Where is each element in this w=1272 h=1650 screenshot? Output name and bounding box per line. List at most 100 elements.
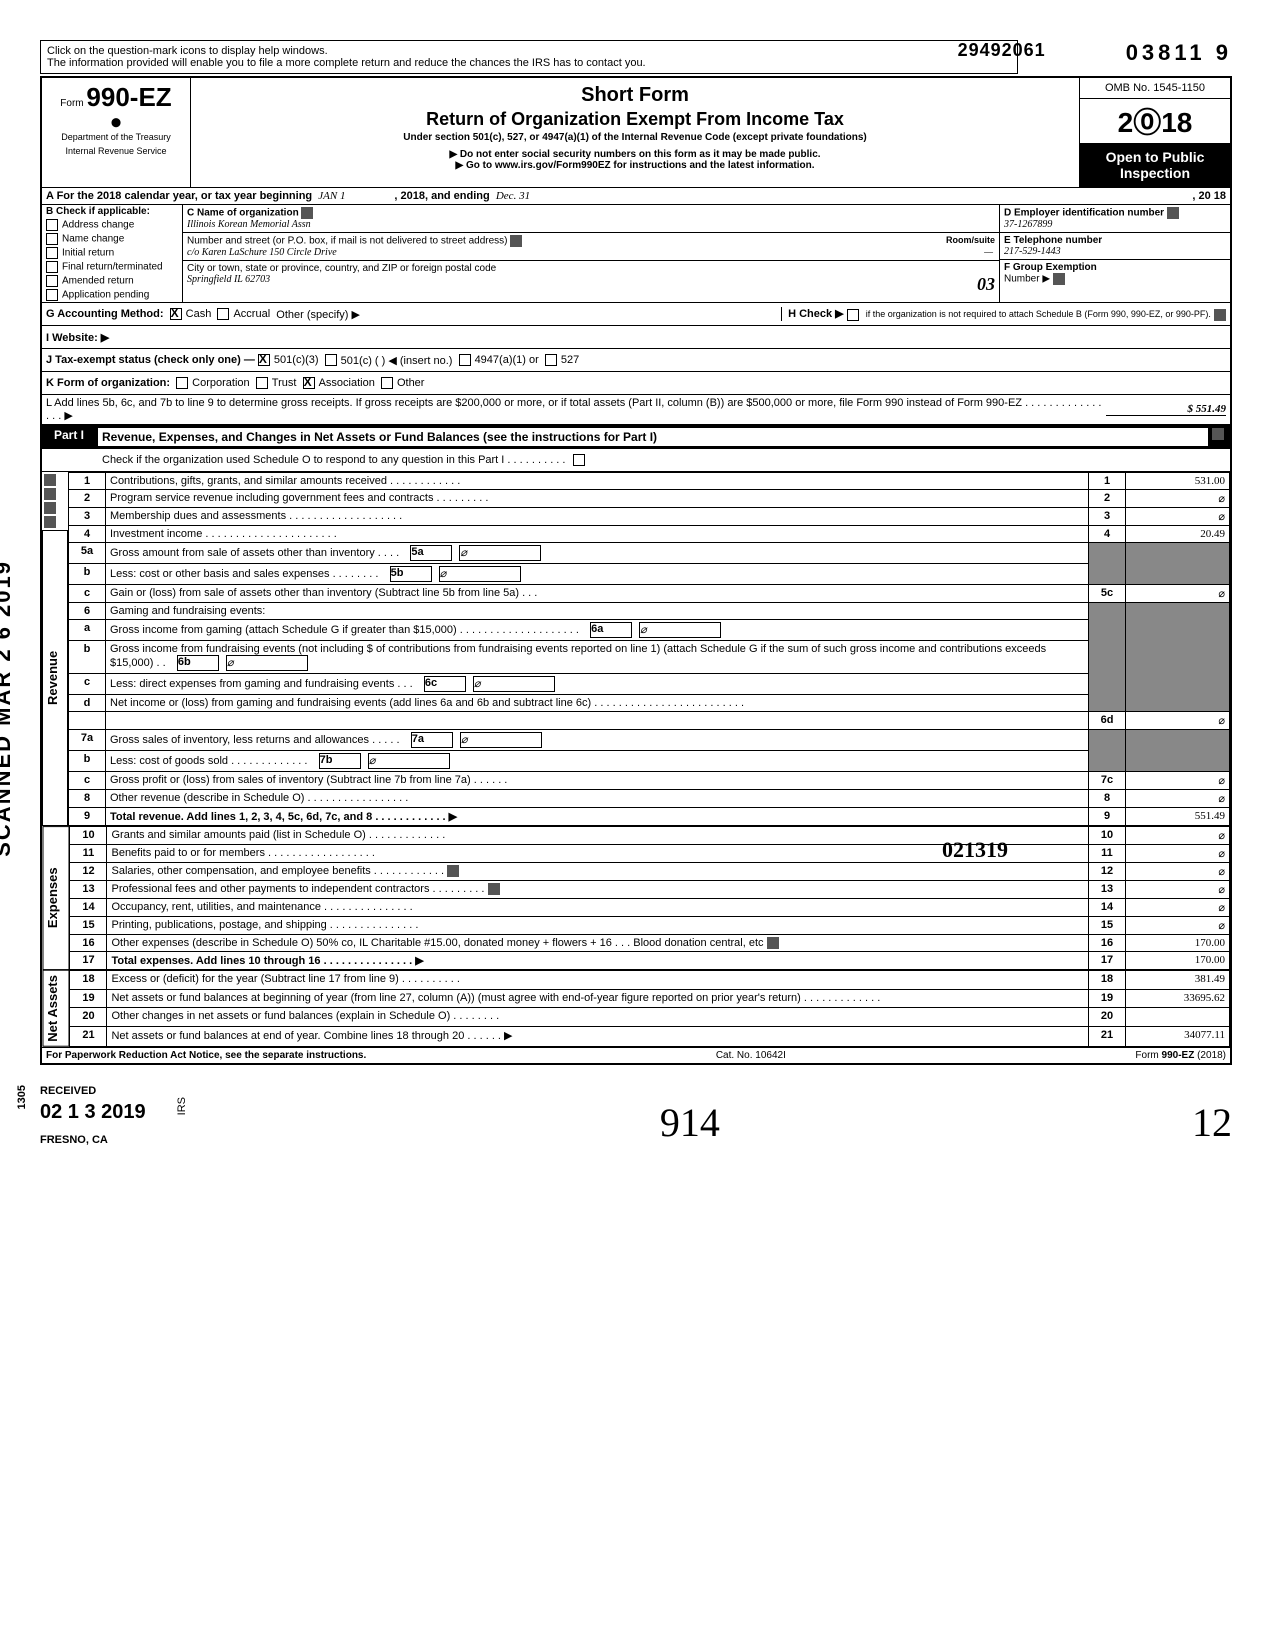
line-5a-boxamt: ⌀ <box>459 545 541 561</box>
footer-right: Form 990-EZ (2018) <box>1135 1050 1226 1061</box>
chk-527[interactable] <box>545 354 557 366</box>
return-title: Return of Organization Exempt From Incom… <box>199 109 1071 130</box>
line-5b-desc: Less: cost or other basis and sales expe… <box>110 568 378 580</box>
line-16-desc: Other expenses (describe in Schedule O) … <box>111 937 763 949</box>
chk-corporation[interactable] <box>176 377 188 389</box>
help-icon[interactable] <box>488 883 500 895</box>
line-7b-boxamt: ⌀ <box>368 753 450 769</box>
received-location: FRESNO, CA <box>40 1134 146 1146</box>
chk-name-change[interactable]: Name change <box>42 232 182 246</box>
k-trust: Trust <box>272 377 297 389</box>
c-city-label: City or town, state or province, country… <box>187 263 496 274</box>
e-phone-label: E Telephone number <box>1004 235 1102 246</box>
line-1-amt: 531.00 <box>1126 473 1230 490</box>
chk-schedule-b[interactable] <box>847 309 859 321</box>
help-icon[interactable] <box>1212 428 1224 440</box>
part-1-title: Revenue, Expenses, and Changes in Net As… <box>98 428 1208 446</box>
i-website-label: I Website: ▶ <box>46 331 109 344</box>
line-16-amt: 170.00 <box>1126 935 1230 952</box>
help-icon[interactable] <box>44 488 56 500</box>
form-id-block: Form 990-EZ ⬤ Department of the Treasury… <box>42 78 191 187</box>
help-icon[interactable] <box>301 207 313 219</box>
line-6a-box: 6a <box>590 622 632 638</box>
year-block: OMB No. 1545-1150 2⓪18 Open to Public In… <box>1079 78 1230 187</box>
line-3-amt: ⌀ <box>1126 508 1230 526</box>
line-19-amt: 33695.62 <box>1126 989 1230 1008</box>
omb-number: OMB No. 1545-1150 <box>1080 78 1230 99</box>
received-label: RECEIVED <box>40 1085 146 1097</box>
help-icon[interactable] <box>44 502 56 514</box>
line-18-desc: Excess or (deficit) for the year (Subtra… <box>107 971 1089 990</box>
j-501c: 501(c) ( ) ◀ (insert no.) <box>341 354 453 367</box>
help-icon[interactable] <box>44 516 56 528</box>
cash-label: Cash <box>186 308 212 320</box>
help-icon[interactable] <box>1167 207 1179 219</box>
line-11-amt: ⌀ <box>1126 845 1230 863</box>
line-7c-amt: ⌀ <box>1126 772 1230 790</box>
line-9-desc: Total revenue. Add lines 1, 2, 3, 4, 5c,… <box>106 808 1089 826</box>
line-3-desc: Membership dues and assessments . . . . … <box>106 508 1089 526</box>
org-city: Springfield IL 62703 <box>187 274 270 285</box>
top-right-stamp: 03811 9 <box>1126 40 1232 66</box>
line-5c-desc: Gain or (loss) from sale of assets other… <box>106 585 1089 603</box>
irs-seal: ⬤ <box>46 117 186 128</box>
chk-501c3[interactable] <box>258 354 270 366</box>
form-number: 990-EZ <box>86 82 171 112</box>
help-icon[interactable] <box>1053 273 1065 285</box>
help-icon[interactable] <box>767 937 779 949</box>
line-7a-desc: Gross sales of inventory, less returns a… <box>110 734 400 746</box>
f-group-label: F Group Exemption <box>1004 262 1097 273</box>
line-14-amt: ⌀ <box>1126 899 1230 917</box>
row-l: L Add lines 5b, 6c, and 7b to line 9 to … <box>42 395 1230 425</box>
footer-mid: Cat. No. 10642I <box>716 1050 786 1061</box>
line-20-amt <box>1126 1008 1230 1027</box>
row-a-label: A For the 2018 calendar year, or tax yea… <box>46 190 312 202</box>
column-d: D Employer identification number 37-1267… <box>999 205 1230 302</box>
line-2-desc: Program service revenue including govern… <box>106 490 1089 508</box>
help-icon[interactable] <box>447 865 459 877</box>
line-12-desc: Salaries, other compensation, and employ… <box>111 865 444 877</box>
row-k: K Form of organization: Corporation Trus… <box>42 372 1230 395</box>
side-num-1305: 1305 <box>16 1085 28 1109</box>
chk-cash[interactable] <box>170 308 182 320</box>
accrual-label: Accrual <box>233 308 270 320</box>
chk-association[interactable] <box>303 377 315 389</box>
chk-other-org[interactable] <box>381 377 393 389</box>
chk-final-return[interactable]: Final return/terminated <box>42 260 182 274</box>
chk-accrual[interactable] <box>217 308 229 320</box>
part-1-check-line: Check if the organization used Schedule … <box>42 449 1230 472</box>
line-10-amt: ⌀ <box>1126 827 1230 845</box>
chk-address-change[interactable]: Address change <box>42 218 182 232</box>
chk-4947[interactable] <box>459 354 471 366</box>
column-c: C Name of organization Illinois Korean M… <box>183 205 999 302</box>
help-icon[interactable] <box>44 474 56 486</box>
help-icon[interactable] <box>510 235 522 247</box>
footer-left: For Paperwork Reduction Act Notice, see … <box>46 1050 366 1061</box>
bottom-mid-number: 914 <box>660 1099 720 1146</box>
line-6d-desc: Net income or (loss) from gaming and fun… <box>106 695 1089 712</box>
column-b: B Check if applicable: Address change Na… <box>42 205 183 302</box>
chk-schedule-o[interactable] <box>573 454 585 466</box>
line-21-desc: Net assets or fund balances at end of ye… <box>107 1027 1089 1047</box>
k-label: K Form of organization: <box>46 377 170 389</box>
side-expenses: Expenses <box>42 826 69 970</box>
line-6a-boxamt: ⌀ <box>639 622 721 638</box>
line-17-amt: 170.00 <box>1126 952 1230 970</box>
line-5b-boxamt: ⌀ <box>439 566 521 582</box>
chk-application-pending[interactable]: Application pending <box>42 288 182 302</box>
line-7a-boxamt: ⌀ <box>460 732 542 748</box>
line-5c-amt: ⌀ <box>1126 585 1230 603</box>
chk-501c[interactable] <box>325 354 337 366</box>
chk-amended-return[interactable]: Amended return <box>42 274 182 288</box>
chk-trust[interactable] <box>256 377 268 389</box>
c-name-label: C Name of organization <box>187 208 299 219</box>
chk-initial-return[interactable]: Initial return <box>42 246 182 260</box>
line-7b-box: 7b <box>319 753 361 769</box>
form-label: Form <box>60 98 83 109</box>
f-number-label: Number ▶ <box>1004 274 1050 285</box>
help-icon[interactable] <box>1214 309 1226 321</box>
subtitle-2: ▶ Do not enter social security numbers o… <box>199 149 1071 160</box>
part-1-check-text: Check if the organization used Schedule … <box>102 454 565 466</box>
tax-year: 2⓪18 <box>1080 99 1230 143</box>
irs-label: Internal Revenue Service <box>46 146 186 156</box>
